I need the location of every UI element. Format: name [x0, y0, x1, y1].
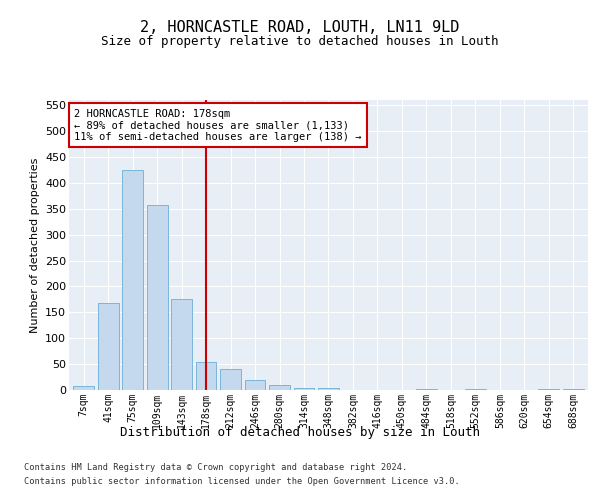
Bar	[196, 362, 217, 390]
Text: 2 HORNCASTLE ROAD: 178sqm
← 89% of detached houses are smaller (1,133)
11% of se: 2 HORNCASTLE ROAD: 178sqm ← 89% of detac…	[74, 108, 362, 142]
Bar	[563, 389, 584, 390]
Text: Contains public sector information licensed under the Open Government Licence v3: Contains public sector information licen…	[24, 478, 460, 486]
Bar	[73, 386, 94, 390]
Text: Distribution of detached houses by size in Louth: Distribution of detached houses by size …	[120, 426, 480, 439]
Bar	[98, 303, 119, 390]
Bar	[318, 388, 339, 390]
Bar	[245, 380, 265, 390]
Text: Size of property relative to detached houses in Louth: Size of property relative to detached ho…	[101, 34, 499, 48]
Bar	[416, 389, 437, 390]
Bar	[171, 300, 192, 390]
Bar	[122, 170, 143, 390]
Text: Contains HM Land Registry data © Crown copyright and database right 2024.: Contains HM Land Registry data © Crown c…	[24, 462, 407, 471]
Bar	[147, 204, 167, 390]
Bar	[465, 389, 486, 390]
Text: 2, HORNCASTLE ROAD, LOUTH, LN11 9LD: 2, HORNCASTLE ROAD, LOUTH, LN11 9LD	[140, 20, 460, 35]
Bar	[269, 385, 290, 390]
Bar	[538, 389, 559, 390]
Bar	[293, 388, 314, 390]
Y-axis label: Number of detached properties: Number of detached properties	[29, 158, 40, 332]
Bar	[220, 370, 241, 390]
